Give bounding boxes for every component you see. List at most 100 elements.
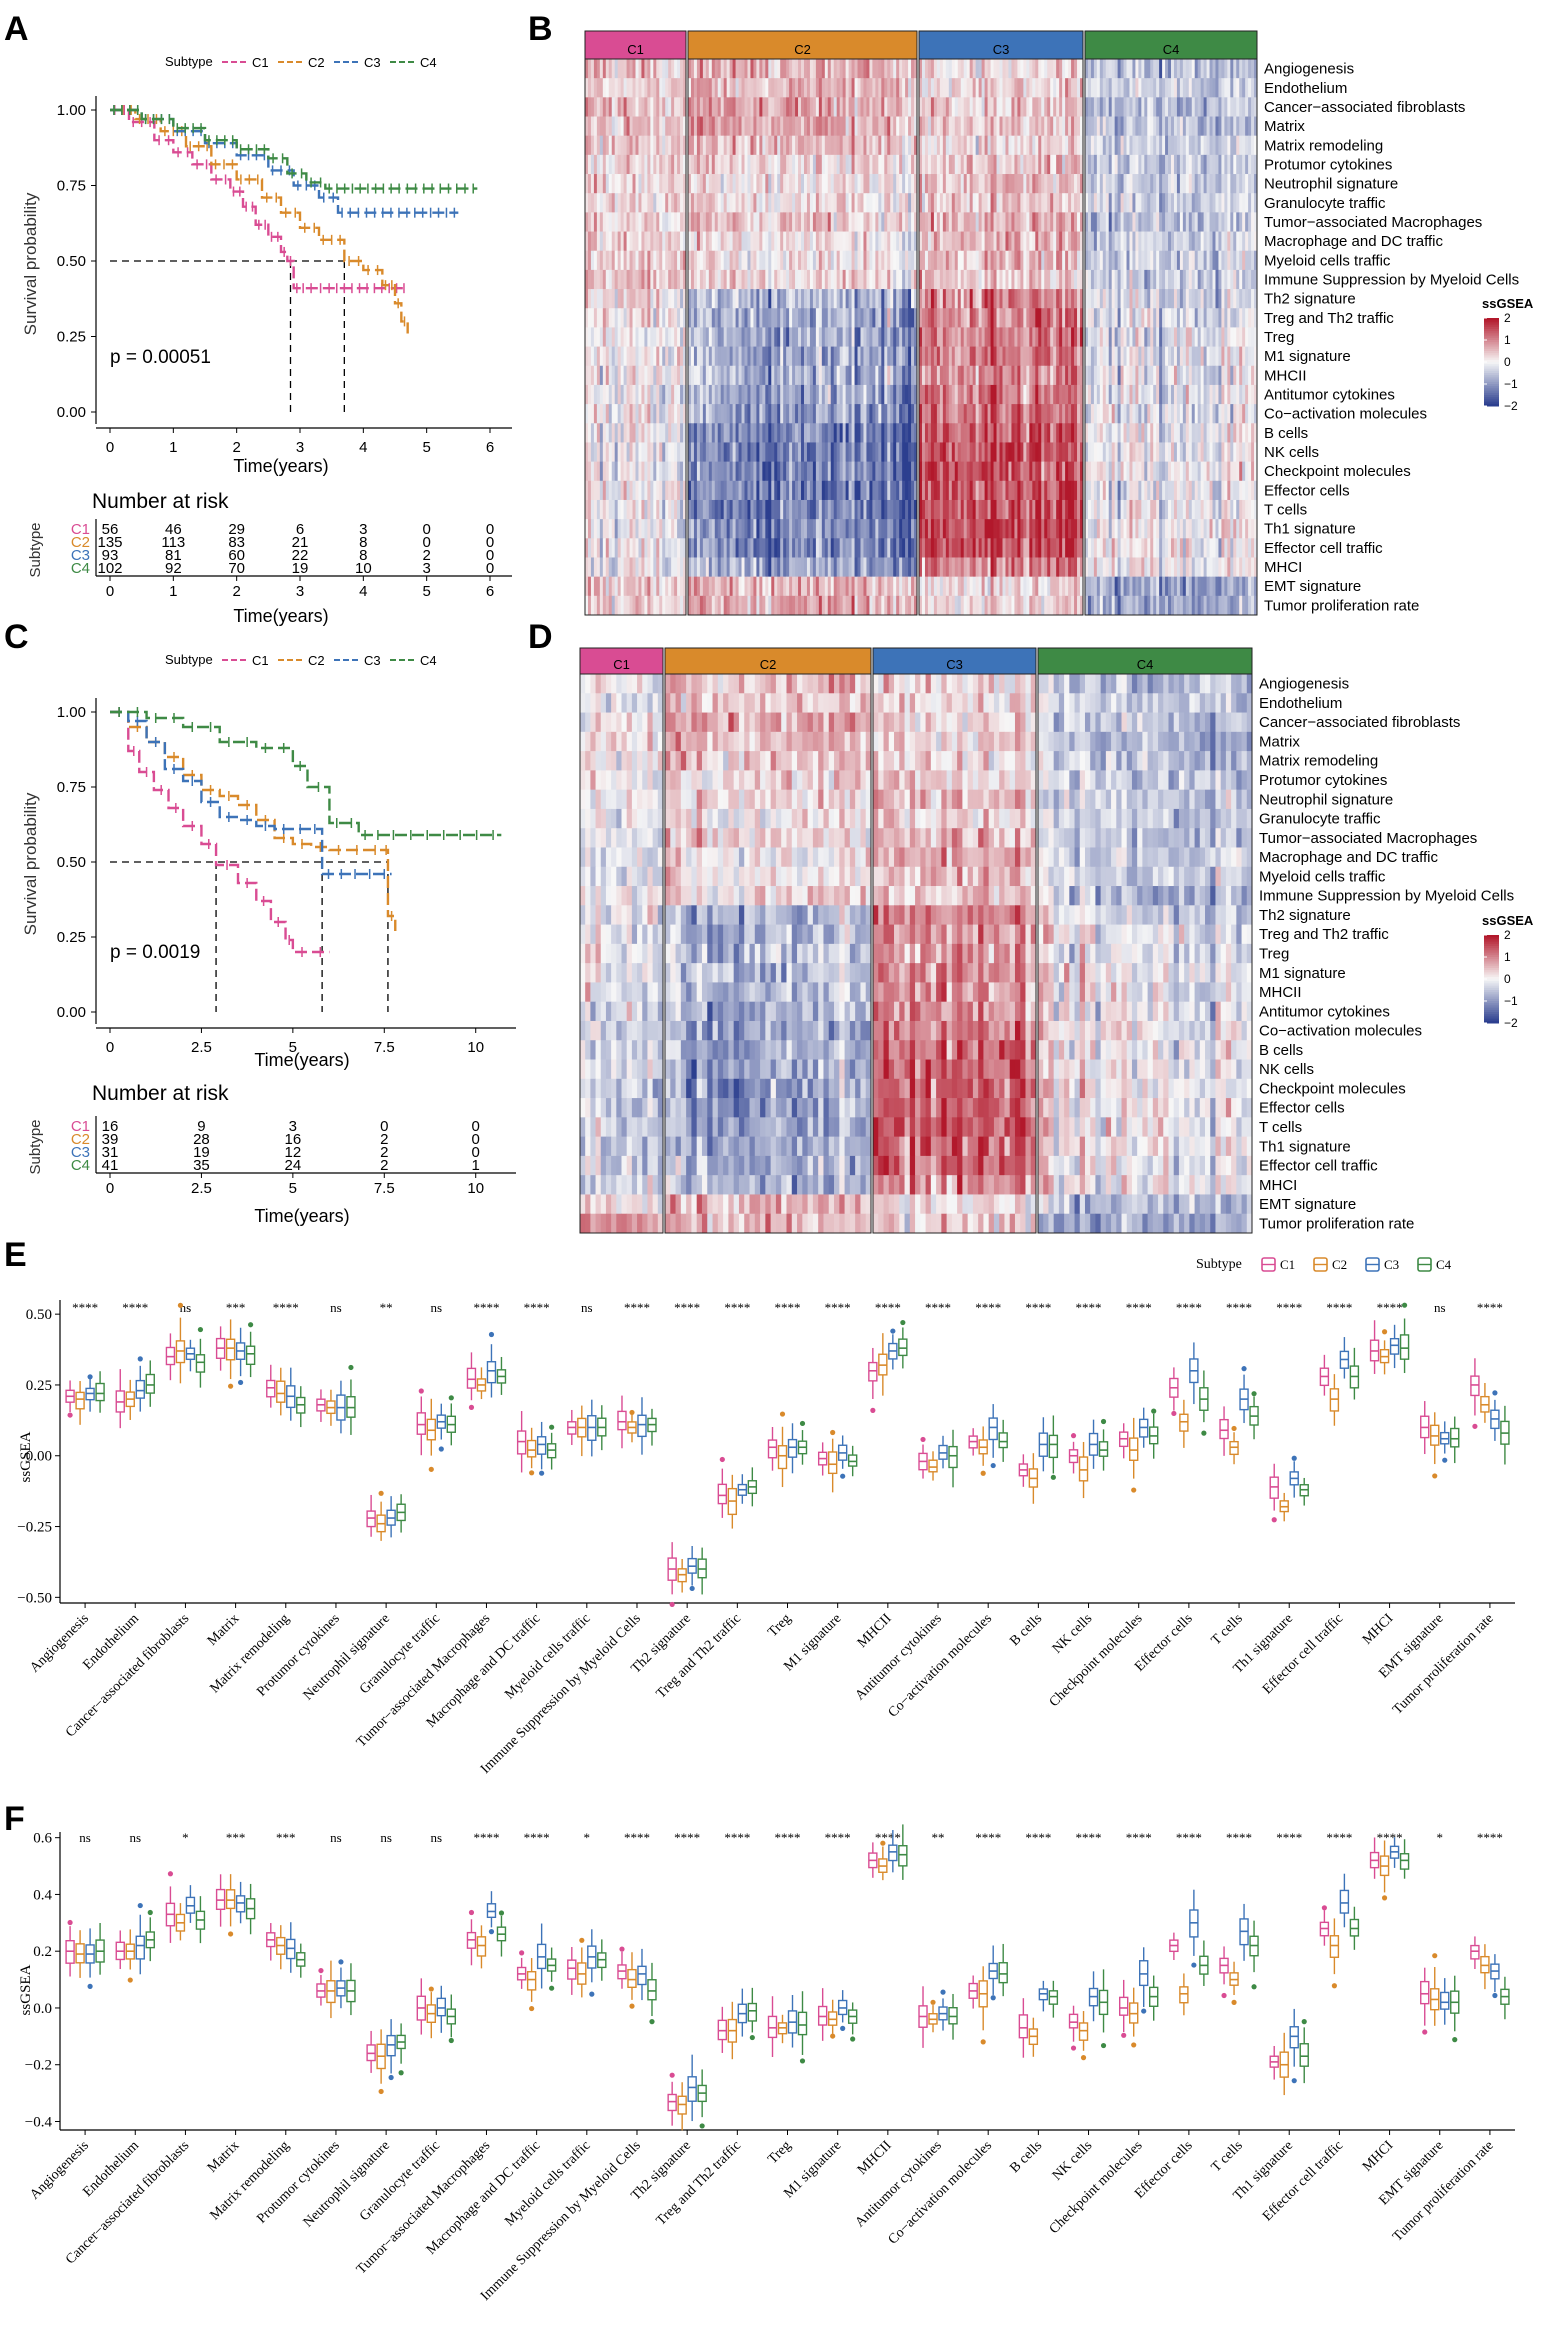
heatmap-cell — [699, 59, 704, 79]
heatmap-cell — [990, 519, 994, 539]
heatmap-cell — [1053, 442, 1057, 463]
heatmap-cell — [972, 116, 977, 137]
heatmap-cell — [969, 365, 974, 386]
heatmap-cell — [984, 174, 988, 194]
heatmap-cell — [1077, 327, 1081, 347]
heatmap-cell — [771, 423, 775, 443]
heatmap-cell — [927, 269, 932, 290]
heatmap-cell — [924, 174, 929, 194]
heatmap-cell — [665, 212, 669, 232]
heatmap-cell — [662, 480, 666, 501]
heatmap-cell — [662, 595, 666, 616]
heatmap-cell — [963, 193, 968, 213]
heatmap-cell — [848, 59, 852, 79]
heatmap-cell — [884, 193, 888, 213]
heatmap-cell — [765, 595, 769, 616]
heatmap-cell — [899, 250, 903, 271]
heatmap-cell — [617, 384, 622, 405]
heatmap-cell — [647, 365, 651, 386]
heatmap-cell — [987, 423, 991, 443]
heatmap-cell — [1020, 327, 1024, 347]
heatmap-cell — [878, 595, 882, 616]
heatmap-cell — [620, 193, 625, 213]
heatmap-cell — [629, 346, 633, 367]
legend-label-c2: C2 — [308, 55, 325, 70]
heatmap-cell — [771, 135, 775, 156]
heatmap-cell — [996, 116, 1000, 137]
heatmap-cell — [699, 327, 704, 347]
heatmap-cell — [1071, 384, 1075, 405]
heatmap-cell — [848, 365, 852, 386]
heatmap-cell — [839, 250, 844, 271]
heatmap-cell — [765, 174, 769, 194]
heatmap-cell — [783, 595, 787, 616]
heatmap-cell — [711, 212, 716, 232]
heatmap-cell — [680, 116, 684, 137]
heatmap-cell — [827, 384, 832, 405]
heatmap-cell — [726, 499, 731, 520]
heatmap-cell — [899, 557, 903, 578]
heatmap-cell — [789, 557, 793, 578]
heatmap-cell — [1071, 480, 1075, 501]
heatmap-cell — [993, 269, 997, 290]
heatmap-cell — [680, 365, 684, 386]
heatmap-cell — [857, 269, 861, 290]
heatmap-cell — [717, 423, 722, 443]
heatmap-cell — [812, 78, 817, 98]
heatmap-cell — [1017, 269, 1021, 290]
heatmap-cell — [921, 116, 926, 137]
heatmap-cell — [1059, 480, 1063, 501]
heatmap-cell — [884, 59, 888, 79]
heatmap-cell — [1056, 154, 1060, 175]
heatmap-cell — [1065, 116, 1069, 137]
heatmap-cell — [990, 365, 994, 386]
heatmap-cell — [999, 365, 1003, 386]
heatmap-cell — [795, 116, 799, 137]
heatmap-cell — [812, 289, 817, 309]
heatmap-cell — [635, 135, 639, 156]
heatmap-cell — [990, 193, 994, 213]
heatmap-cell — [1080, 442, 1084, 463]
heatmap-cell — [711, 269, 716, 290]
heatmap-cell — [857, 461, 861, 482]
heatmap-cell — [605, 404, 610, 424]
heatmap-cell — [756, 154, 760, 175]
c-risk-ylabel: Subtype — [27, 1119, 44, 1174]
heatmap-cell — [611, 576, 616, 597]
heatmap-cell — [759, 557, 763, 578]
heatmap-cell — [824, 576, 829, 597]
heatmap-cell — [611, 538, 616, 558]
heatmap-cell — [608, 154, 613, 175]
heatmap-cell — [878, 193, 882, 213]
heatmap-cell — [596, 250, 601, 271]
heatmap-cell — [688, 346, 692, 367]
heatmap-cell — [768, 78, 772, 98]
heatmap-cell — [714, 135, 719, 156]
heatmap-cell — [641, 423, 645, 443]
heatmap-cell — [881, 289, 885, 309]
heatmap-cell — [590, 269, 595, 290]
heatmap-cell — [957, 59, 962, 79]
heatmap-cell — [720, 289, 725, 309]
heatmap-cell — [768, 595, 772, 616]
heatmap-cell — [899, 135, 903, 156]
heatmap-cell — [1011, 135, 1015, 156]
heatmap-cell — [780, 557, 784, 578]
heatmap-cell — [647, 442, 651, 463]
heatmap-cell — [833, 365, 838, 386]
heatmap-cell — [783, 538, 787, 558]
heatmap-cell — [945, 423, 950, 443]
heatmap-cell — [590, 557, 595, 578]
heatmap-cell — [632, 212, 636, 232]
heatmap-cell — [756, 404, 760, 424]
heatmap-cell — [833, 557, 838, 578]
heatmap-cell — [869, 346, 873, 367]
heatmap-cell — [866, 576, 870, 597]
heatmap-cell — [699, 480, 704, 501]
heatmap-cell — [1080, 404, 1084, 424]
heatmap-cell — [723, 576, 728, 597]
heatmap-cell — [774, 423, 778, 443]
heatmap-cell — [705, 250, 710, 271]
heatmap-cell — [969, 346, 974, 367]
heatmap-cell — [729, 461, 734, 482]
